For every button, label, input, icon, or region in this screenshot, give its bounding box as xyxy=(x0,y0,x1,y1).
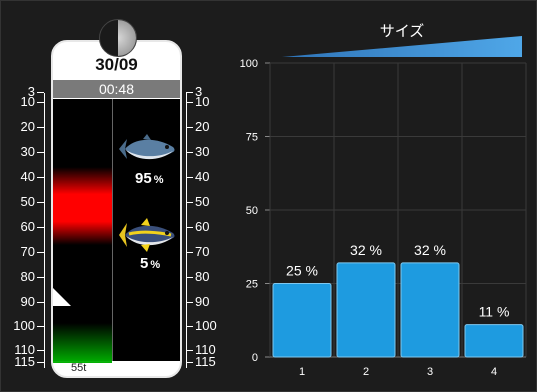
depth-tick-label: 70 xyxy=(186,245,209,259)
depth-tick-label: 100 xyxy=(13,319,44,333)
depth-tick-label: 90 xyxy=(186,295,209,309)
depth-tick-label: 40 xyxy=(21,170,45,184)
depth-tick-label: 115 xyxy=(14,355,44,369)
bar xyxy=(464,324,524,358)
bar-data-label: 32 % xyxy=(350,242,382,258)
depth-tick-label: 40 xyxy=(186,170,209,184)
depth-tick-label: 70 xyxy=(21,245,45,259)
depth-tick-label: 10 xyxy=(186,95,209,109)
x-tick-label: 2 xyxy=(363,366,369,378)
bar-data-label: 32 % xyxy=(414,242,446,258)
depth-tick-label: 100 xyxy=(186,319,217,333)
y-tick-label: 50 xyxy=(246,205,258,217)
depth-tick-label: 115 xyxy=(186,355,216,369)
y-tick-label: 0 xyxy=(252,352,258,364)
bottom-band xyxy=(53,323,112,363)
depth-tick-label: 60 xyxy=(186,220,209,234)
time-label: 00:48 xyxy=(53,80,180,98)
depth-tick-label: 50 xyxy=(186,195,209,209)
x-tick-label: 4 xyxy=(491,366,497,378)
depth-tick-label: 3 xyxy=(28,85,45,99)
depth-label: 55t xyxy=(71,362,87,374)
x-tick-label: 1 xyxy=(299,366,305,378)
fish-percent-2: 5% xyxy=(140,255,161,272)
depth-tick-label: 60 xyxy=(21,220,45,234)
x-tick-label: 3 xyxy=(427,366,433,378)
size-bar-chart: 0 25 50 75 100 25 % 1 32 % 2 32 % 3 11 % 4 xyxy=(240,58,527,378)
fish-percent-1: 95% xyxy=(135,170,164,187)
bar-data-label: 25 % xyxy=(286,263,318,279)
column-divider xyxy=(112,99,113,361)
depth-tick-label: 20 xyxy=(21,120,45,134)
date-label: 30/09 xyxy=(95,55,138,74)
depth-tick-label: 90 xyxy=(21,295,45,309)
bar xyxy=(400,262,460,358)
bar xyxy=(336,262,396,358)
moon-phase-icon xyxy=(99,19,137,57)
size-wedge-icon xyxy=(282,36,522,57)
bar-data-label: 11 % xyxy=(479,304,510,320)
right-depth-scale: 3 10 20 30 40 50 60 70 80 90 100 110 115 xyxy=(186,85,226,369)
depth-tick-label: 50 xyxy=(21,195,45,209)
depth-tick-label: 20 xyxy=(186,120,209,134)
bar xyxy=(272,283,332,358)
left-scale-line xyxy=(44,93,45,368)
depth-tick-label: 10 xyxy=(21,95,45,109)
fish-school-band xyxy=(53,167,112,245)
depth-tick-label: 80 xyxy=(21,270,45,284)
seabed-wedge xyxy=(53,288,71,306)
yellowfin-tuna-icon xyxy=(119,218,175,252)
y-tick-label: 100 xyxy=(240,58,258,70)
depth-tick-label: 110 xyxy=(14,343,44,357)
bluefin-tuna-icon xyxy=(119,134,175,160)
depth-tick-label: 80 xyxy=(186,270,209,284)
y-tick-label: 25 xyxy=(246,279,258,291)
y-tick-label: 75 xyxy=(246,132,258,144)
depth-gauge: 30/09 00:48 55t xyxy=(51,40,182,378)
depth-tick-label: 30 xyxy=(21,145,45,159)
depth-tick-label: 3 xyxy=(186,85,202,99)
depth-tick-label: 110 xyxy=(186,343,216,357)
left-depth-scale: 3 10 20 30 40 50 60 70 80 90 100 110 115 xyxy=(4,85,45,369)
right-scale-line xyxy=(186,93,187,368)
chart-title: サイズ xyxy=(379,23,425,40)
depth-tick-label: 30 xyxy=(186,145,209,159)
